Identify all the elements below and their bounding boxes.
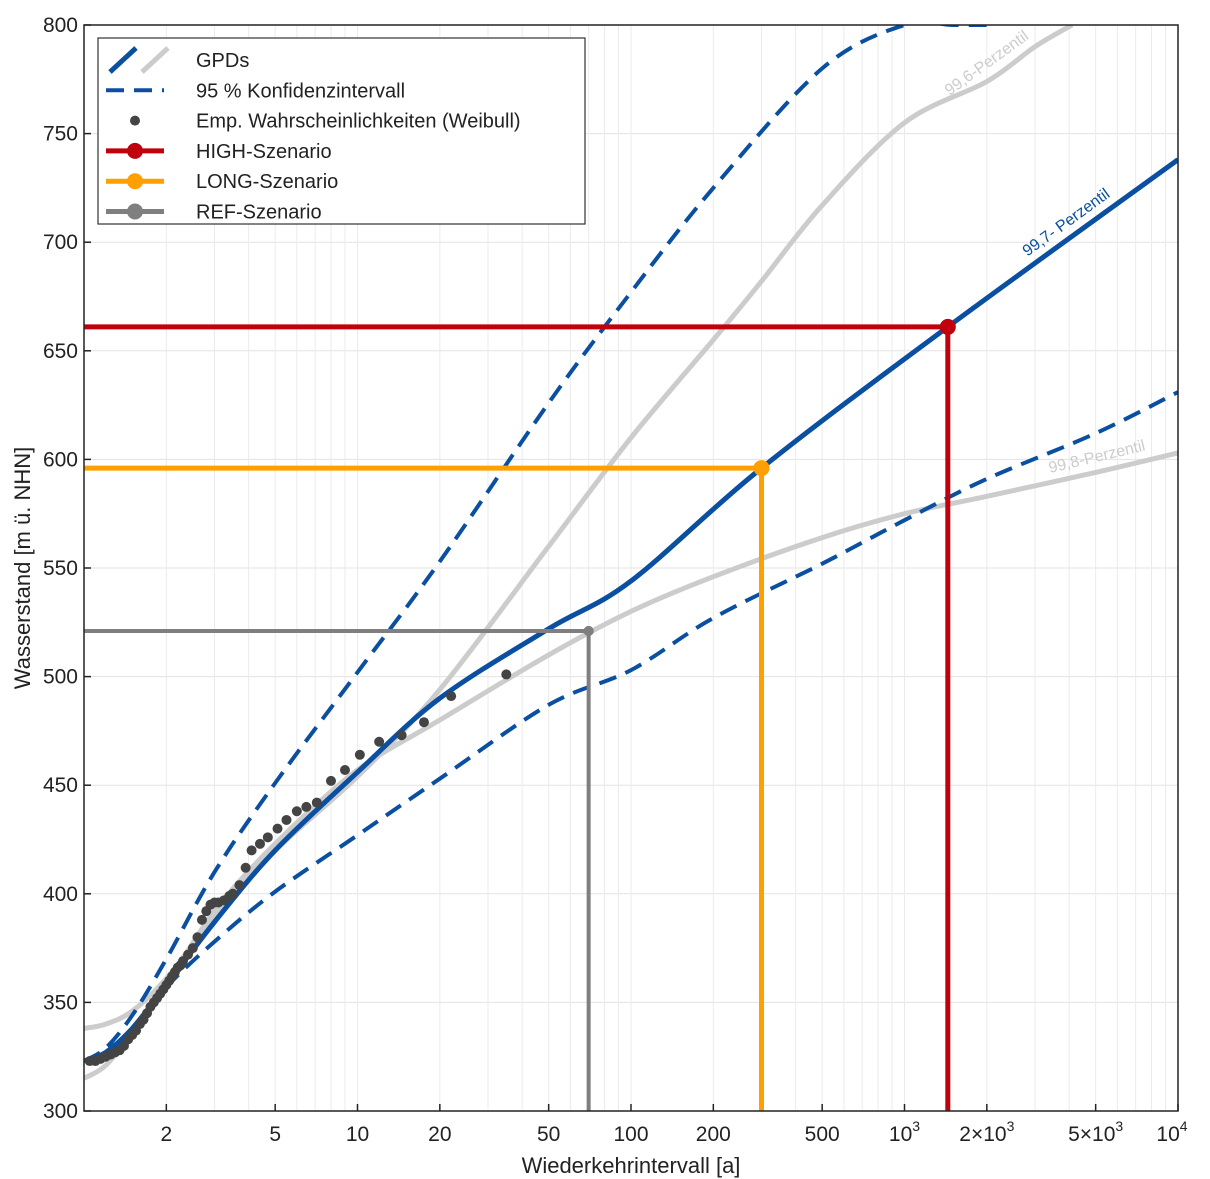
x-axis-label: Wiederkehrintervall [a]: [522, 1153, 741, 1178]
empirical-point: [301, 801, 312, 812]
x-tick-label: 10: [346, 1123, 369, 1146]
x-axis-ticks: 2 5 10 20 50 100 200 500 103 2×103 5×103 104: [160, 1104, 1188, 1146]
empirical-point: [418, 717, 429, 728]
legend-label: HIGH-Szenario: [196, 141, 332, 163]
x-tick-label: 104: [1156, 1118, 1187, 1146]
empirical-point: [234, 880, 245, 891]
empirical-point: [192, 932, 203, 943]
empirical-point: [354, 749, 365, 760]
y-axis-label: Wasserstand [m ü. NHN]: [10, 447, 35, 689]
empirical-point: [227, 888, 238, 899]
x-tick-label: 2×103: [959, 1118, 1014, 1146]
x-tick-label: 103: [889, 1118, 920, 1146]
y-tick-label: 800: [43, 14, 78, 37]
y-tick-label: 650: [43, 340, 78, 363]
x-tick-label: 100: [613, 1123, 648, 1146]
empirical-point: [339, 764, 350, 775]
y-tick-label: 750: [43, 123, 78, 146]
scenario-marker-LONG-Szenario: [753, 460, 770, 477]
legend-label: REF-Szenario: [196, 202, 322, 224]
x-tick-label: 5: [269, 1123, 281, 1146]
empirical-point: [396, 730, 407, 741]
empirical-point: [325, 775, 336, 786]
legend-gpd-blue: [108, 46, 138, 74]
legend-marker: [127, 173, 143, 190]
empirical-point: [291, 806, 302, 817]
empirical-points: [84, 625, 594, 1067]
legend-label: GPDs: [196, 50, 249, 72]
scenario-line-HIGH-Szenario: [84, 324, 951, 1111]
empirical-point: [262, 832, 273, 843]
y-tick-label: 550: [43, 557, 78, 580]
empirical-point: [374, 736, 385, 747]
y-tick-label: 350: [43, 991, 78, 1014]
legend-label: LONG-Szenario: [196, 171, 338, 193]
y-tick-label: 400: [43, 883, 78, 906]
empirical-point: [281, 814, 292, 825]
curve-label: 99,7- Perzentil: [1020, 186, 1113, 260]
legend-marker: [127, 203, 143, 220]
empirical-point: [446, 691, 457, 702]
x-tick-label: 50: [537, 1123, 560, 1146]
empirical-point: [246, 845, 257, 856]
legend-gpd-gray: [140, 46, 170, 74]
y-tick-label: 300: [43, 1100, 78, 1123]
scenario-marker-REF-Szenario: [583, 625, 594, 636]
legend-label: 95 % Konfidenzintervall: [196, 80, 405, 102]
legend-label: Emp. Wahrscheinlichkeiten (Weibull): [196, 111, 521, 133]
x-tick-label: 20: [428, 1123, 451, 1146]
empirical-point: [196, 914, 207, 925]
legend-marker: [127, 142, 143, 159]
scenario-marker-HIGH-Szenario: [939, 318, 956, 335]
y-tick-label: 600: [43, 448, 78, 471]
series-ci-upper: [84, 25, 987, 1063]
x-tick-label: 200: [696, 1123, 731, 1146]
legend-dot: [130, 115, 140, 126]
scenario-layer: [84, 318, 956, 1111]
empirical-point: [311, 797, 322, 808]
scenario-line-REF-Szenario: [84, 628, 591, 1111]
legend-box: [97, 37, 586, 225]
y-tick-label: 500: [43, 666, 78, 689]
y-tick-label: 450: [43, 774, 78, 797]
y-axis-ticks: 300 350 400 450 500 550 600 650 700 750 800: [43, 14, 91, 1123]
empirical-point: [272, 823, 283, 834]
x-tick-label: 5×103: [1068, 1118, 1123, 1146]
y-tick-label: 700: [43, 231, 78, 254]
x-tick-label: 500: [805, 1123, 840, 1146]
empirical-point: [240, 862, 251, 873]
empirical-point: [254, 838, 265, 849]
empirical-point: [187, 943, 198, 954]
x-tick-label: 2: [160, 1123, 172, 1146]
empirical-point: [501, 669, 512, 680]
legend: GPDs 95 % Konfidenzintervall Emp. Wahrsche…: [97, 37, 586, 225]
